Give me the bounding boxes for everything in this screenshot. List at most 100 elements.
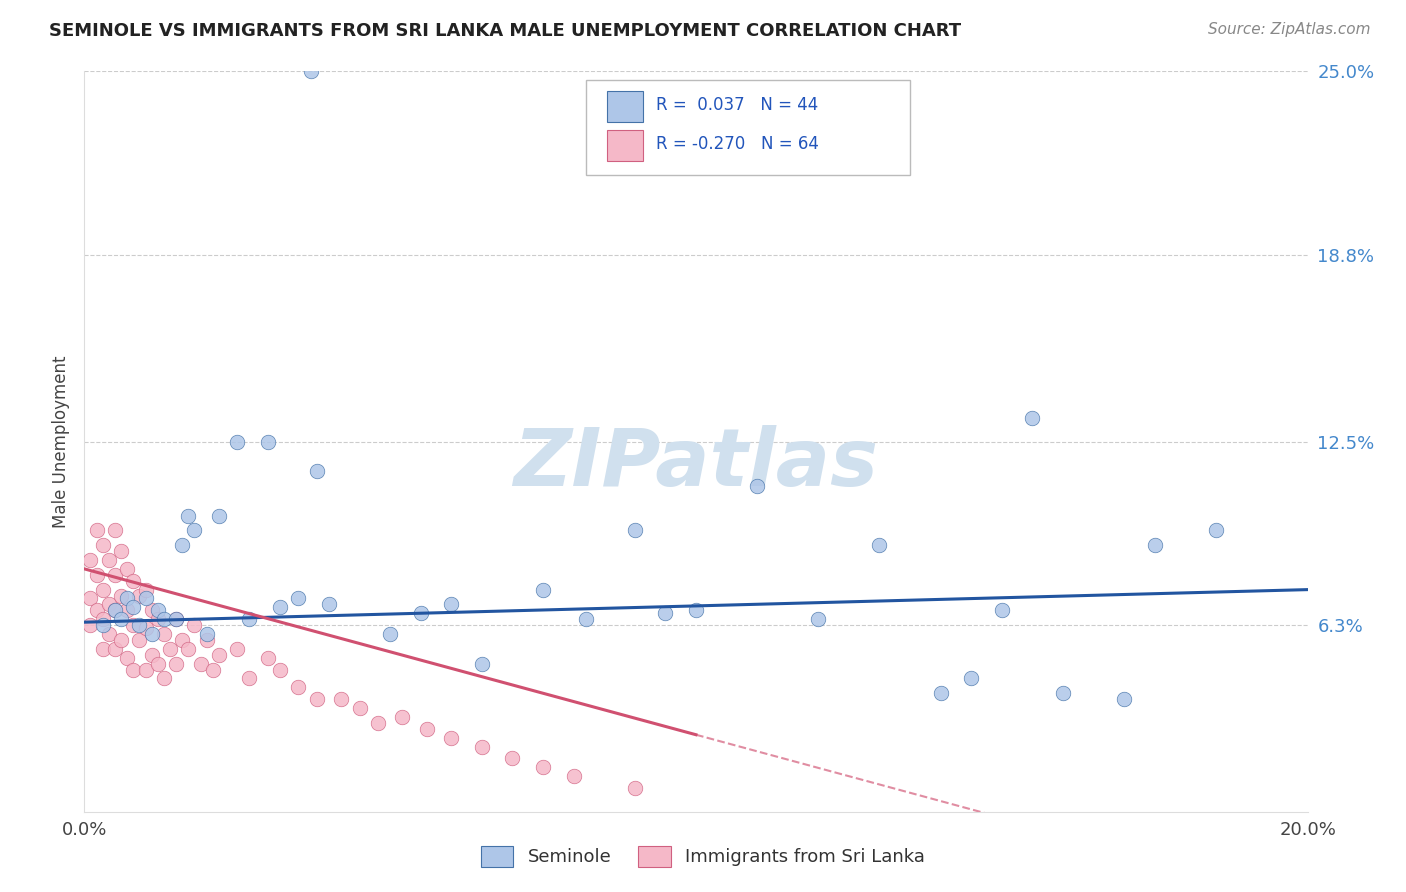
- Point: [299, 64, 322, 78]
- Point: [128, 589, 150, 603]
- Point: [195, 632, 218, 647]
- Point: [287, 591, 309, 606]
- Point: [575, 612, 598, 626]
- Point: [110, 544, 132, 558]
- Point: [201, 663, 224, 677]
- Point: [91, 538, 114, 552]
- Text: R =  0.037   N = 44: R = 0.037 N = 44: [655, 96, 818, 114]
- Point: [226, 434, 249, 449]
- Text: ZIPatlas: ZIPatlas: [513, 425, 879, 503]
- Point: [172, 632, 194, 647]
- Point: [416, 722, 439, 736]
- Point: [135, 591, 157, 606]
- Y-axis label: Male Unemployment: Male Unemployment: [52, 355, 70, 528]
- Point: [305, 464, 328, 478]
- Point: [97, 553, 120, 567]
- Point: [128, 632, 150, 647]
- Point: [177, 641, 200, 656]
- Point: [135, 663, 157, 677]
- Point: [141, 627, 163, 641]
- Point: [110, 589, 132, 603]
- Point: [1143, 538, 1166, 552]
- Point: [104, 603, 127, 617]
- Point: [79, 553, 101, 567]
- Point: [122, 663, 145, 677]
- Text: SEMINOLE VS IMMIGRANTS FROM SRI LANKA MALE UNEMPLOYMENT CORRELATION CHART: SEMINOLE VS IMMIGRANTS FROM SRI LANKA MA…: [49, 22, 962, 40]
- Point: [183, 524, 205, 538]
- Text: R = -0.270   N = 64: R = -0.270 N = 64: [655, 136, 818, 153]
- Point: [165, 612, 187, 626]
- Point: [86, 567, 108, 582]
- FancyBboxPatch shape: [586, 80, 910, 175]
- Point: [1021, 410, 1043, 425]
- Point: [146, 612, 169, 626]
- Point: [531, 582, 554, 597]
- Point: [195, 627, 218, 641]
- Point: [747, 479, 769, 493]
- Point: [146, 657, 169, 671]
- Point: [991, 603, 1014, 617]
- Point: [115, 603, 138, 617]
- Point: [115, 562, 138, 576]
- Point: [115, 591, 138, 606]
- Point: [91, 618, 114, 632]
- Point: [141, 603, 163, 617]
- Point: [1114, 692, 1136, 706]
- Point: [257, 434, 280, 449]
- Point: [91, 582, 114, 597]
- Point: [409, 607, 432, 621]
- Point: [110, 632, 132, 647]
- Text: Source: ZipAtlas.com: Source: ZipAtlas.com: [1208, 22, 1371, 37]
- Point: [257, 650, 280, 665]
- Point: [153, 627, 176, 641]
- Point: [305, 692, 328, 706]
- Point: [1052, 686, 1074, 700]
- FancyBboxPatch shape: [606, 130, 644, 161]
- Point: [86, 524, 108, 538]
- Point: [269, 600, 291, 615]
- Point: [208, 508, 231, 523]
- Point: [269, 663, 291, 677]
- Point: [122, 574, 145, 588]
- Point: [177, 508, 200, 523]
- Point: [349, 701, 371, 715]
- Point: [226, 641, 249, 656]
- Point: [238, 672, 260, 686]
- Point: [531, 760, 554, 774]
- Point: [122, 618, 145, 632]
- Point: [318, 598, 340, 612]
- Point: [685, 603, 707, 617]
- Point: [440, 731, 463, 745]
- Point: [929, 686, 952, 700]
- Point: [183, 618, 205, 632]
- Point: [159, 641, 181, 656]
- FancyBboxPatch shape: [606, 91, 644, 122]
- Point: [562, 769, 585, 783]
- Point: [172, 538, 194, 552]
- Point: [86, 603, 108, 617]
- Point: [91, 641, 114, 656]
- Point: [807, 612, 830, 626]
- Point: [104, 524, 127, 538]
- Point: [869, 538, 891, 552]
- Point: [165, 612, 187, 626]
- Point: [287, 681, 309, 695]
- Point: [1205, 524, 1227, 538]
- Point: [391, 710, 413, 724]
- Point: [104, 567, 127, 582]
- Point: [141, 648, 163, 662]
- Point: [135, 621, 157, 635]
- Point: [153, 612, 176, 626]
- Point: [97, 598, 120, 612]
- Point: [122, 600, 145, 615]
- Point: [165, 657, 187, 671]
- Point: [190, 657, 212, 671]
- Point: [624, 780, 647, 795]
- Point: [208, 648, 231, 662]
- Point: [79, 618, 101, 632]
- Point: [97, 627, 120, 641]
- Point: [115, 650, 138, 665]
- Point: [104, 641, 127, 656]
- Point: [960, 672, 983, 686]
- Point: [330, 692, 353, 706]
